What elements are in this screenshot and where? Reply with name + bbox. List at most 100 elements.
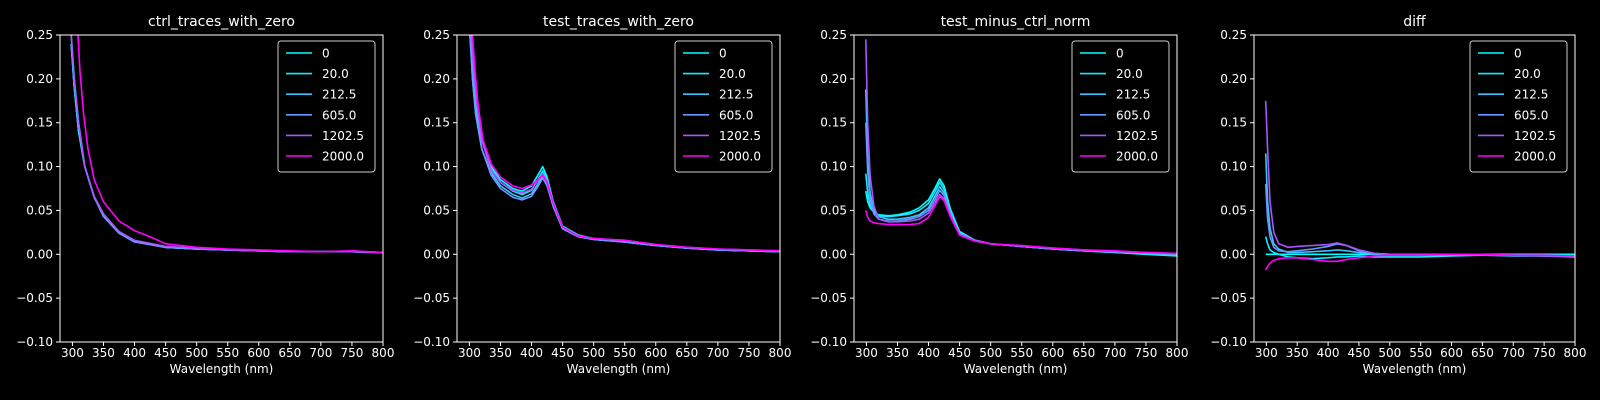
x-tick-label: 650 [278, 346, 301, 360]
x-tick-label: 750 [737, 346, 760, 360]
y-tick-label: −0.10 [16, 335, 53, 349]
y-tick-label: 0.15 [26, 116, 53, 130]
y-tick-label: 0.05 [1220, 203, 1247, 217]
x-tick-label: 300 [458, 346, 481, 360]
x-tick-label: 550 [613, 346, 636, 360]
x-tick-label: 300 [61, 346, 84, 360]
x-tick-label: 300 [855, 346, 878, 360]
x-tick-label: 300 [1255, 346, 1278, 360]
x-tick-label: 700 [1103, 346, 1126, 360]
legend-entry-label: 20.0 [322, 67, 349, 81]
legend-entry-label: 605.0 [322, 108, 356, 122]
y-tick-label: 0.10 [26, 160, 53, 174]
legend-entry-label: 1202.5 [1514, 129, 1556, 143]
legend-entry-label: 605.0 [1116, 108, 1150, 122]
x-tick-label: 500 [1378, 346, 1401, 360]
plot-area [1264, 100, 1575, 271]
axes-frame [853, 34, 1178, 343]
legend-entry-label: 1202.5 [1116, 129, 1158, 143]
series-line-2000.0 [77, 35, 383, 254]
x-tick-label: 500 [582, 346, 605, 360]
legend: 0 20.0 212.5 605.0 1202.5 2000.0 [1071, 40, 1170, 173]
y-tick-label: 0.25 [423, 28, 450, 42]
y-tick-label: −0.05 [413, 291, 450, 305]
legend-entry-label: 605.0 [1514, 108, 1548, 122]
legend-entry-label: 212.5 [1514, 88, 1548, 102]
x-tick-label: 350 [1286, 346, 1309, 360]
legend-entry-label: 2000.0 [1116, 150, 1158, 164]
x-tick-label: 800 [1166, 346, 1189, 360]
x-tick-label: 450 [1347, 346, 1370, 360]
y-tick-label: 0.05 [26, 203, 53, 217]
x-tick-label: 350 [92, 346, 115, 360]
y-tick-label: 0.15 [820, 116, 847, 130]
x-tick-label: 650 [1471, 346, 1494, 360]
y-tick-label: −0.10 [1210, 335, 1247, 349]
x-tick-label: 800 [372, 346, 395, 360]
y-tick-label: 0.00 [1220, 247, 1247, 261]
y-tick-label: −0.05 [16, 291, 53, 305]
plot-area [865, 39, 1177, 257]
x-tick-label: 750 [1134, 346, 1157, 360]
x-tick-label: 600 [644, 346, 667, 360]
series-line-2000.0 [471, 35, 780, 252]
x-tick-label: 700 [1502, 346, 1525, 360]
chart-panel-1: 300 350 400 450 500 550 600 650 700 750 800 −0.10 −0… [413, 14, 791, 376]
x-tick-label: 600 [1440, 346, 1463, 360]
y-tick-label: 0.15 [1220, 116, 1247, 130]
x-tick-label: 550 [1010, 346, 1033, 360]
y-tick-label: 0.05 [820, 203, 847, 217]
series-line-2000.0 [1264, 253, 1575, 271]
x-tick-label: 500 [185, 346, 208, 360]
x-tick-label: 350 [886, 346, 909, 360]
chart-panel-0: 300 350 400 450 500 550 600 650 700 750 800 −0.10 −0… [16, 14, 394, 376]
legend-entry-label: 212.5 [1116, 88, 1150, 102]
series-line-605.0 [469, 35, 780, 253]
axes-frame [1253, 34, 1576, 343]
x-tick-label: 450 [948, 346, 971, 360]
x-tick-label: 700 [706, 346, 729, 360]
x-tick-label: 400 [917, 346, 940, 360]
y-tick-label: 0.05 [423, 203, 450, 217]
legend-entry-label: 20.0 [719, 67, 746, 81]
x-axis-label: Wavelength (nm) [964, 362, 1068, 376]
y-tick-label: 0.20 [1220, 72, 1247, 86]
y-tick-label: 0.15 [423, 116, 450, 130]
chart-panel-2: 300 350 400 450 500 550 600 650 700 750 800 −0.10 −0… [810, 14, 1188, 376]
legend: 0 20.0 212.5 605.0 1202.5 2000.0 [1469, 40, 1568, 173]
x-tick-label: 550 [1409, 346, 1432, 360]
legend-entry-label: 2000.0 [1514, 150, 1556, 164]
legend-entry-label: 20.0 [1116, 67, 1143, 81]
legend-entry-label: 0 [1116, 47, 1124, 61]
legend-entry-label: 20.0 [1514, 67, 1541, 81]
axes-frame [456, 34, 781, 343]
x-tick-label: 450 [551, 346, 574, 360]
series-line-605.0 [865, 122, 1177, 256]
y-tick-label: 0.10 [820, 160, 847, 174]
x-tick-label: 750 [340, 346, 363, 360]
series-line-2000.0 [865, 195, 1177, 255]
y-tick-label: 0.20 [423, 72, 450, 86]
plot-area [469, 35, 780, 253]
legend-entry-label: 1202.5 [719, 129, 761, 143]
legend-entry-label: 605.0 [719, 108, 753, 122]
y-tick-label: 0.00 [26, 247, 53, 261]
y-tick-label: 0.25 [26, 28, 53, 42]
y-tick-label: 0.20 [26, 72, 53, 86]
x-tick-label: 500 [979, 346, 1002, 360]
x-tick-label: 400 [1317, 346, 1340, 360]
x-tick-label: 600 [1041, 346, 1064, 360]
y-tick-label: 0.10 [1220, 160, 1247, 174]
y-tick-label: 0.00 [820, 247, 847, 261]
axes-frame [59, 34, 384, 343]
x-axis-label: Wavelength (nm) [1363, 362, 1467, 376]
x-tick-label: 800 [1564, 346, 1587, 360]
x-tick-label: 650 [675, 346, 698, 360]
x-tick-label: 700 [309, 346, 332, 360]
legend-entry-label: 2000.0 [322, 150, 364, 164]
x-tick-label: 800 [769, 346, 792, 360]
series-line-20.0 [865, 173, 1177, 256]
x-axis-label: Wavelength (nm) [567, 362, 671, 376]
legend: 0 20.0 212.5 605.0 1202.5 2000.0 [674, 40, 773, 173]
y-tick-label: 0.00 [423, 247, 450, 261]
